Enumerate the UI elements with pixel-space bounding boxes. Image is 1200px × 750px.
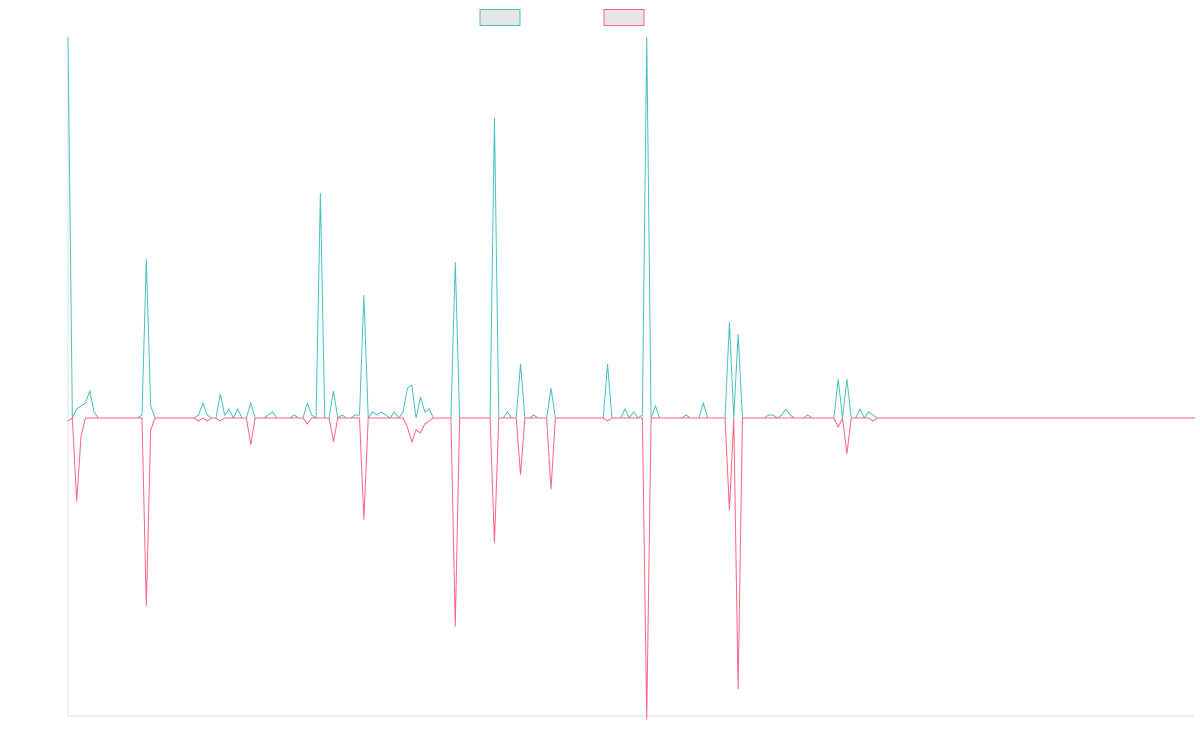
series-line-1 <box>67 36 1195 420</box>
chart-axes <box>67 35 1195 717</box>
series-line-2 <box>67 416 1195 719</box>
legend <box>479 9 645 26</box>
legend-swatch-1[interactable] <box>479 9 521 26</box>
legend-swatch-2[interactable] <box>603 9 645 26</box>
series-layer <box>67 36 1195 719</box>
